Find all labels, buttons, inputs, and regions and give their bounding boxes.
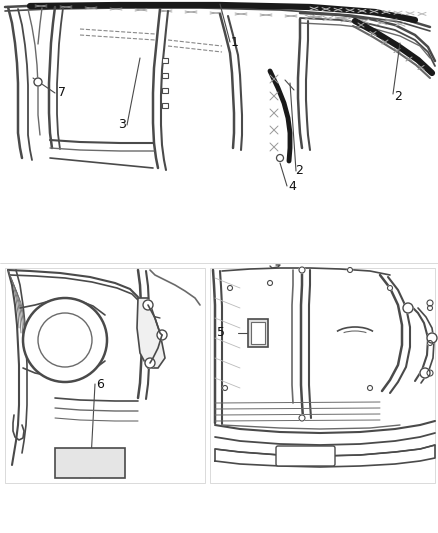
Bar xyxy=(162,88,168,93)
Circle shape xyxy=(276,155,283,161)
Text: 2: 2 xyxy=(295,164,303,176)
Text: 3: 3 xyxy=(118,118,126,132)
Bar xyxy=(162,103,168,108)
Circle shape xyxy=(143,300,153,310)
Bar xyxy=(162,58,168,63)
Text: 5: 5 xyxy=(217,327,225,340)
Circle shape xyxy=(403,303,413,313)
Circle shape xyxy=(227,286,233,290)
Circle shape xyxy=(157,330,167,340)
Bar xyxy=(162,73,168,78)
Circle shape xyxy=(145,358,155,368)
Text: 2: 2 xyxy=(394,90,402,102)
Circle shape xyxy=(34,78,42,86)
Circle shape xyxy=(427,333,437,343)
Text: 1: 1 xyxy=(231,36,239,50)
Circle shape xyxy=(268,280,272,286)
Circle shape xyxy=(427,300,433,306)
Text: 7: 7 xyxy=(58,86,66,100)
Circle shape xyxy=(388,286,392,290)
Bar xyxy=(251,322,265,344)
Circle shape xyxy=(427,370,433,376)
Text: 4: 4 xyxy=(288,181,296,193)
Circle shape xyxy=(420,368,430,378)
Circle shape xyxy=(299,415,305,421)
Bar xyxy=(55,448,125,478)
Circle shape xyxy=(347,268,353,272)
Circle shape xyxy=(299,267,305,273)
Polygon shape xyxy=(137,298,165,368)
Bar xyxy=(248,319,268,347)
Circle shape xyxy=(23,298,107,382)
Circle shape xyxy=(223,385,227,391)
Circle shape xyxy=(427,305,432,311)
Bar xyxy=(210,268,435,483)
Circle shape xyxy=(367,385,372,391)
Circle shape xyxy=(427,341,432,345)
Bar xyxy=(5,268,205,483)
Text: 6: 6 xyxy=(96,377,104,391)
FancyBboxPatch shape xyxy=(276,446,335,466)
Circle shape xyxy=(38,313,92,367)
